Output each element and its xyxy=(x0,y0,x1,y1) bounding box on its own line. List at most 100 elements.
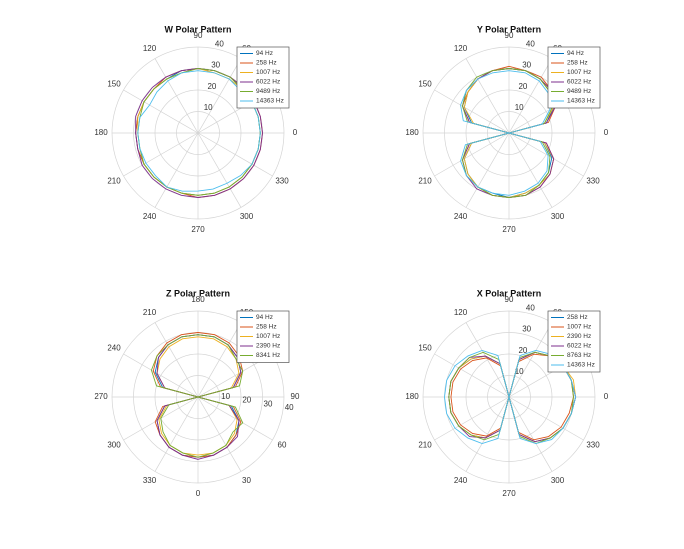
legend-label: 94 Hz xyxy=(256,50,273,57)
legend-label: 6022 Hz xyxy=(256,79,280,86)
legend-label: 14363 Hz xyxy=(256,98,284,105)
legend: 258 Hz 1007 Hz 2390 Hz 6022 Hz 8763 Hz 14363 … xyxy=(547,310,601,373)
r-tick-label: 30 xyxy=(522,325,531,334)
polar-chart: W Polar Pattern0306090120150180210240270… xyxy=(94,24,297,234)
legend-label: 1007 Hz xyxy=(567,69,591,76)
theta-tick-label: 210 xyxy=(418,177,432,186)
legend-box xyxy=(547,46,601,109)
legend-label: 8763 Hz xyxy=(567,352,591,359)
theta-tick-label: 120 xyxy=(454,44,468,53)
chart-title: Y Polar Pattern xyxy=(477,24,541,34)
theta-tick-label: 300 xyxy=(240,212,254,221)
theta-tick-label: 300 xyxy=(551,212,565,221)
grid-spoke xyxy=(197,396,273,441)
grid-spoke xyxy=(123,132,199,177)
theta-tick-label: 210 xyxy=(107,177,121,186)
grid-spoke xyxy=(434,353,510,398)
theta-tick-label: 300 xyxy=(551,476,565,485)
theta-tick-label: 180 xyxy=(405,392,419,401)
theta-tick-label: 60 xyxy=(278,441,287,450)
theta-tick-label: 180 xyxy=(405,128,419,137)
grid-spoke xyxy=(434,132,510,177)
legend-box xyxy=(236,46,290,109)
legend-label: 258 Hz xyxy=(567,60,588,67)
legend-label: 9489 Hz xyxy=(256,88,280,95)
polar-chart: X Polar Pattern0306090120150180210240270… xyxy=(405,288,608,498)
series-line xyxy=(137,70,261,192)
grid-spoke xyxy=(508,396,584,441)
legend-label: 2390 Hz xyxy=(256,343,280,350)
theta-tick-label: 330 xyxy=(143,476,157,485)
grid-spoke xyxy=(197,396,242,472)
series-line xyxy=(156,336,240,456)
grid-spoke xyxy=(154,132,199,208)
theta-tick-label: 270 xyxy=(502,489,516,498)
legend-label: 14363 Hz xyxy=(567,362,595,369)
grid-spoke xyxy=(434,396,510,441)
grid-spoke xyxy=(465,58,510,134)
theta-tick-label: 0 xyxy=(604,128,609,137)
r-tick-label: 40 xyxy=(215,39,224,48)
r-tick-label: 10 xyxy=(515,367,524,376)
series-line xyxy=(450,353,574,441)
theta-tick-label: 0 xyxy=(196,489,201,498)
legend-label: 6022 Hz xyxy=(567,79,591,86)
grid-spoke xyxy=(508,132,584,177)
legend: 94 Hz 258 Hz 1007 Hz 2390 Hz 8341 Hz xyxy=(236,310,290,363)
r-tick-label: 30 xyxy=(522,61,531,70)
theta-tick-label: 0 xyxy=(604,392,609,401)
r-tick-label: 30 xyxy=(211,61,220,70)
series-line xyxy=(460,70,551,196)
r-tick-label: 20 xyxy=(242,396,251,405)
theta-tick-label: 210 xyxy=(418,441,432,450)
theta-tick-label: 120 xyxy=(454,308,468,317)
theta-tick-label: 210 xyxy=(143,308,157,317)
grid-spoke xyxy=(508,322,553,398)
grid-spoke xyxy=(508,132,553,208)
r-tick-label: 20 xyxy=(518,82,527,91)
grid-spoke xyxy=(465,132,510,208)
legend-label: 1007 Hz xyxy=(256,69,280,76)
grid-spoke xyxy=(154,58,199,134)
theta-tick-label: 150 xyxy=(107,80,121,89)
grid-spoke xyxy=(465,322,510,398)
legend-label: 94 Hz xyxy=(567,50,584,57)
grid-spoke xyxy=(508,58,553,134)
r-tick-label: 10 xyxy=(515,103,524,112)
legend-label: 6022 Hz xyxy=(567,343,591,350)
grid-spoke xyxy=(154,322,199,398)
theta-tick-label: 90 xyxy=(505,31,514,40)
grid-spoke xyxy=(197,58,242,134)
legend-label: 1007 Hz xyxy=(567,324,591,331)
theta-tick-label: 180 xyxy=(191,295,205,304)
theta-tick-label: 0 xyxy=(293,128,298,137)
r-tick-label: 40 xyxy=(526,303,535,312)
theta-tick-label: 270 xyxy=(191,225,205,234)
theta-tick-label: 330 xyxy=(586,177,600,186)
grid-spoke xyxy=(197,132,242,208)
grid-spoke xyxy=(123,353,199,398)
series-line xyxy=(150,334,244,458)
polar-chart: Z Polar Pattern0306090120150180210240270… xyxy=(94,288,300,498)
legend: 94 Hz 258 Hz 1007 Hz 6022 Hz 9489 Hz 14363 Hz xyxy=(236,46,290,109)
theta-tick-label: 240 xyxy=(454,212,468,221)
legend-label: 14363 Hz xyxy=(567,98,595,105)
r-tick-label: 10 xyxy=(204,103,213,112)
r-tick-label: 20 xyxy=(518,346,527,355)
polar-chart: Y Polar Pattern0306090120150180210240270… xyxy=(405,24,608,234)
r-tick-label: 20 xyxy=(207,82,216,91)
grid-spoke xyxy=(197,132,273,177)
legend-box xyxy=(547,310,601,373)
theta-tick-label: 330 xyxy=(275,177,289,186)
theta-tick-label: 90 xyxy=(505,295,514,304)
series-line xyxy=(152,332,244,458)
theta-tick-label: 240 xyxy=(143,212,157,221)
legend-label: 258 Hz xyxy=(256,60,277,67)
grid-spoke xyxy=(197,322,242,398)
chart-title: W Polar Pattern xyxy=(164,24,231,34)
legend-label: 9489 Hz xyxy=(567,88,591,95)
r-tick-label: 40 xyxy=(285,403,294,412)
theta-tick-label: 270 xyxy=(94,392,108,401)
theta-tick-label: 240 xyxy=(454,476,468,485)
theta-tick-label: 90 xyxy=(194,31,203,40)
